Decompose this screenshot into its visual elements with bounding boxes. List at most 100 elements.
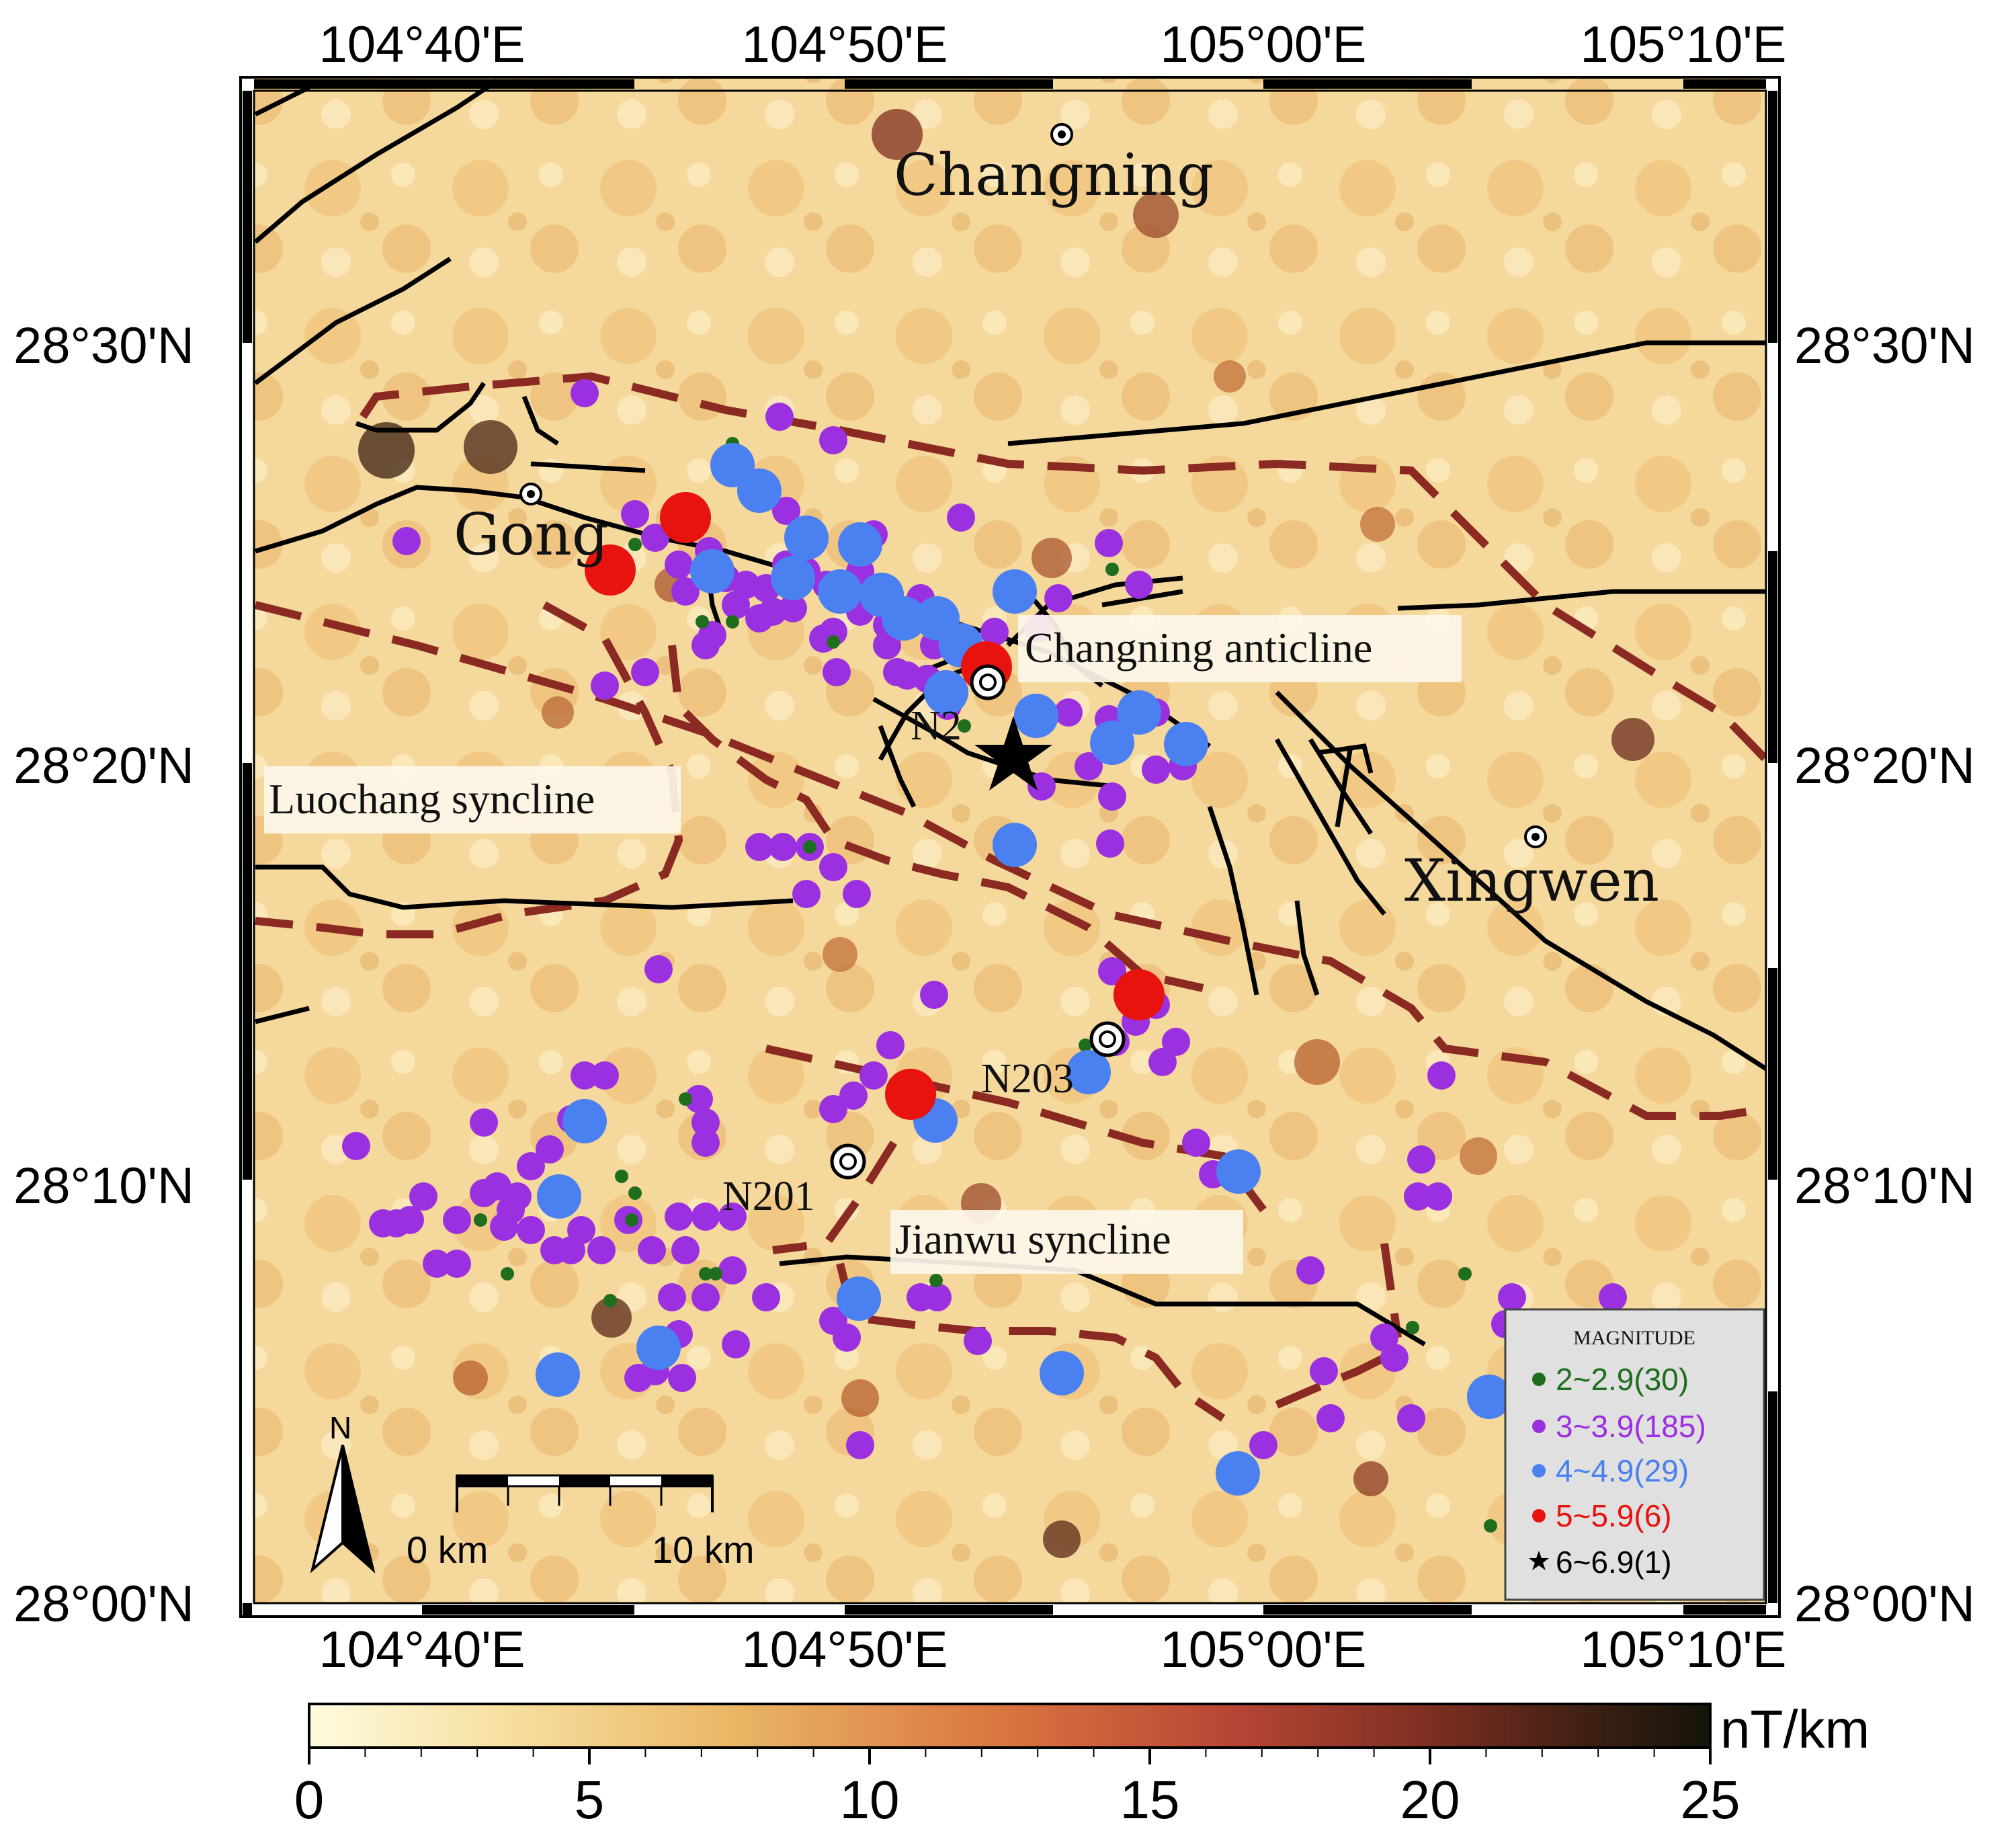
scale-bar: 0 km 10 km [407,1474,755,1571]
earthquake-dot-m3 [490,1213,518,1241]
earthquake-dot-m2 [803,840,816,854]
earthquake-dot-m4 [1014,694,1058,738]
earthquake-dot-m3 [718,1256,747,1285]
well-label-n203: N203 [981,1056,1074,1102]
town-changning: Changning [894,123,1214,209]
anomaly-spot [1460,1137,1497,1175]
anomaly-spot [841,1379,879,1417]
earthquake-dot-m3 [947,503,975,532]
svg-text:28°30'N: 28°30'N [1794,317,1975,374]
earthquake-dot-m3 [591,672,619,700]
earthquake-dot-m3 [1182,1129,1210,1157]
legend-label-m6: 6~6.9(1) [1556,1545,1672,1580]
earthquake-dot-m3 [470,1108,498,1137]
earthquake-dot-m4 [784,516,829,560]
svg-text:28°10'N: 28°10'N [13,1157,194,1215]
anomaly-spot [1032,538,1072,578]
earthquake-dot-m3 [409,1182,437,1211]
svg-text:105°00'E: 105°00'E [1161,16,1367,73]
earthquake-dot-m3 [691,1129,720,1157]
earthquake-dot-m3 [1075,752,1103,780]
earthquake-dot-m3 [423,1250,451,1278]
anomaly-spot [1611,718,1654,761]
earthquake-dot-m3 [443,1206,471,1234]
earthquake-dot-m3 [765,403,794,431]
earthquake-dot-m4 [1066,1050,1111,1094]
earthquake-dot-m2 [628,538,642,551]
well-marker-icon [970,664,1006,700]
svg-text:28°00'N: 28°00'N [1794,1576,1975,1633]
earthquake-dot-m3 [571,1061,599,1090]
earthquake-dot-m4 [737,469,782,513]
map-frame [239,76,1781,1618]
earthquake-dot-m3 [1404,1182,1432,1211]
earthquake-dot-m3 [571,379,599,407]
town-xingwen: Xingwen [1404,825,1659,915]
svg-text:104°40'E: 104°40'E [319,1621,526,1678]
earthquake-dot-m3 [819,1095,847,1123]
earthquake-dot-m2 [1484,1519,1497,1533]
earthquake-dot-m3 [1427,1061,1456,1090]
earthquake-dot-m4 [1040,1351,1084,1395]
well-label-n201: N201 [722,1174,815,1219]
earthquake-dot-m3 [859,1061,888,1090]
earthquake-dot-m3 [833,1324,861,1352]
colorbar-tick-20: 20 [1400,1770,1460,1830]
latitude-labels-right: 28°30'N 28°20'N 28°10'N 28°00'N [1794,317,1975,1633]
longitude-labels-top: 104°40'E 104°50'E 105°00'E 105°10'E [319,16,1787,73]
legend-label-m2: 2~2.9(30) [1556,1362,1689,1397]
earthquake-dots [342,379,1627,1533]
anomaly-spot [453,1360,488,1395]
earthquake-dot-m3 [923,1283,952,1311]
colorbar-tick-0: 0 [294,1770,325,1830]
earthquake-dot-m3 [1148,1048,1177,1076]
earthquake-dot-m4 [537,1174,581,1219]
earthquake-dot-m3 [443,1250,471,1278]
earthquake-dot-m4 [1164,722,1208,766]
earthquake-dot-m2 [709,1267,722,1280]
earthquake-dot-m3 [671,1236,700,1264]
earthquake-dot-m3 [1249,1431,1277,1459]
earthquake-dot-m3 [1096,829,1124,858]
earthquake-dot-m3 [342,1132,370,1160]
magnitude-legend: MAGNITUDE 2~2.9(30) 3~3.9(185) 4~4.9(29)… [1504,1308,1765,1601]
earthquake-dot-m3 [591,1061,619,1090]
north-label: N [329,1410,351,1445]
earthquake-dot-m3 [1380,1344,1409,1372]
anomaly-spot [1353,1461,1388,1496]
earthquake-dot-m3 [722,1330,750,1358]
legend-label-m5: 5~5.9(6) [1556,1498,1672,1533]
anomaly-spot [823,937,857,972]
earthquake-dot-m3 [1098,957,1126,985]
well-n203: N203 [981,1021,1126,1102]
earthquake-dot-m2 [929,1274,943,1287]
well-marker-icon [830,1143,866,1180]
well-n201: N201 [722,1143,866,1219]
colorbar-tick-5: 5 [575,1770,605,1830]
colorbar-tick-25: 25 [1681,1770,1740,1830]
earthquake-dot-m3 [1407,1145,1435,1174]
earthquake-dot-m3 [587,1236,616,1264]
earthquake-dot-m2 [501,1267,514,1280]
earthquake-dot-m3 [1142,756,1170,784]
earthquake-dot-m3 [567,1216,595,1244]
earthquake-dot-m4 [837,1276,881,1321]
earthquake-dot-m3 [839,1082,868,1110]
earthquake-dot-m3 [876,1031,905,1059]
earthquake-dot-m3 [920,981,948,1009]
earthquake-dot-m2 [699,1267,712,1280]
anomaly-spot [358,422,415,479]
earthquake-dot-m4 [636,1326,681,1370]
earthquake-dot-m3 [980,618,1009,646]
earthquake-dot-m2 [696,615,709,628]
earthquake-dot-m4 [1216,1451,1260,1496]
earthquake-dot-m4 [993,823,1037,867]
legend-star-icon [1529,1551,1549,1570]
earthquake-dot-m3 [517,1216,545,1244]
earthquake-dot-m4 [993,569,1037,614]
north-arrow-icon: N [310,1410,376,1574]
earthquake-dot-m3 [1098,782,1126,811]
svg-text:104°40'E: 104°40'E [319,16,526,73]
earthquake-dot-m4 [1090,721,1134,765]
